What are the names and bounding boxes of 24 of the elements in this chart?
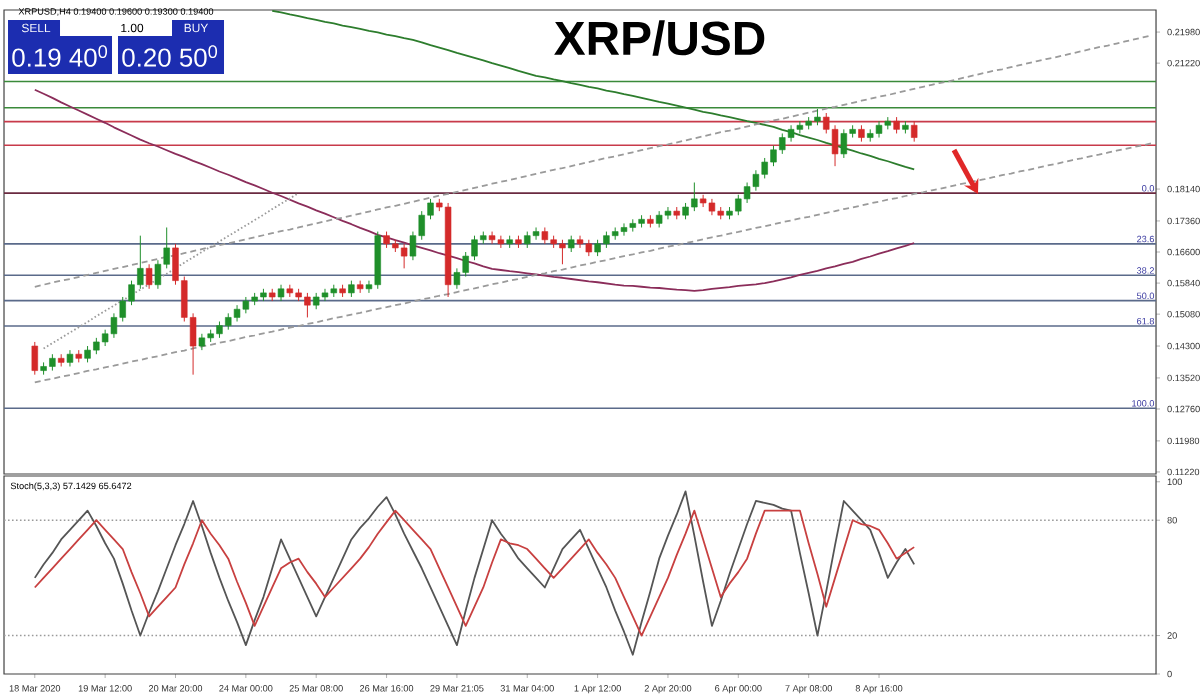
candlestick xyxy=(831,124,839,167)
chart-title: XRP/USD xyxy=(554,20,765,56)
candlestick xyxy=(699,194,707,208)
annotation: 0.19 40$^{0}$ xyxy=(12,45,108,67)
candlestick xyxy=(743,182,751,204)
candlestick xyxy=(664,206,672,220)
candlestick xyxy=(31,341,38,376)
line-series xyxy=(271,9,916,171)
candlestick xyxy=(910,120,918,143)
candlestick xyxy=(796,120,804,134)
candlestick xyxy=(752,169,760,192)
annotation: 0.20 50$^{0}$ xyxy=(122,45,218,67)
candlestick xyxy=(576,235,584,249)
candlestick xyxy=(497,235,505,249)
candlestick xyxy=(787,124,795,143)
candlestick xyxy=(532,226,540,241)
candlestick xyxy=(840,128,848,159)
candlestick xyxy=(875,120,883,139)
candlestick xyxy=(488,231,496,245)
candlestick xyxy=(321,288,329,302)
candlestick xyxy=(400,243,408,269)
candlestick xyxy=(145,263,153,290)
candlestick xyxy=(620,222,628,237)
candlestick xyxy=(233,304,241,323)
